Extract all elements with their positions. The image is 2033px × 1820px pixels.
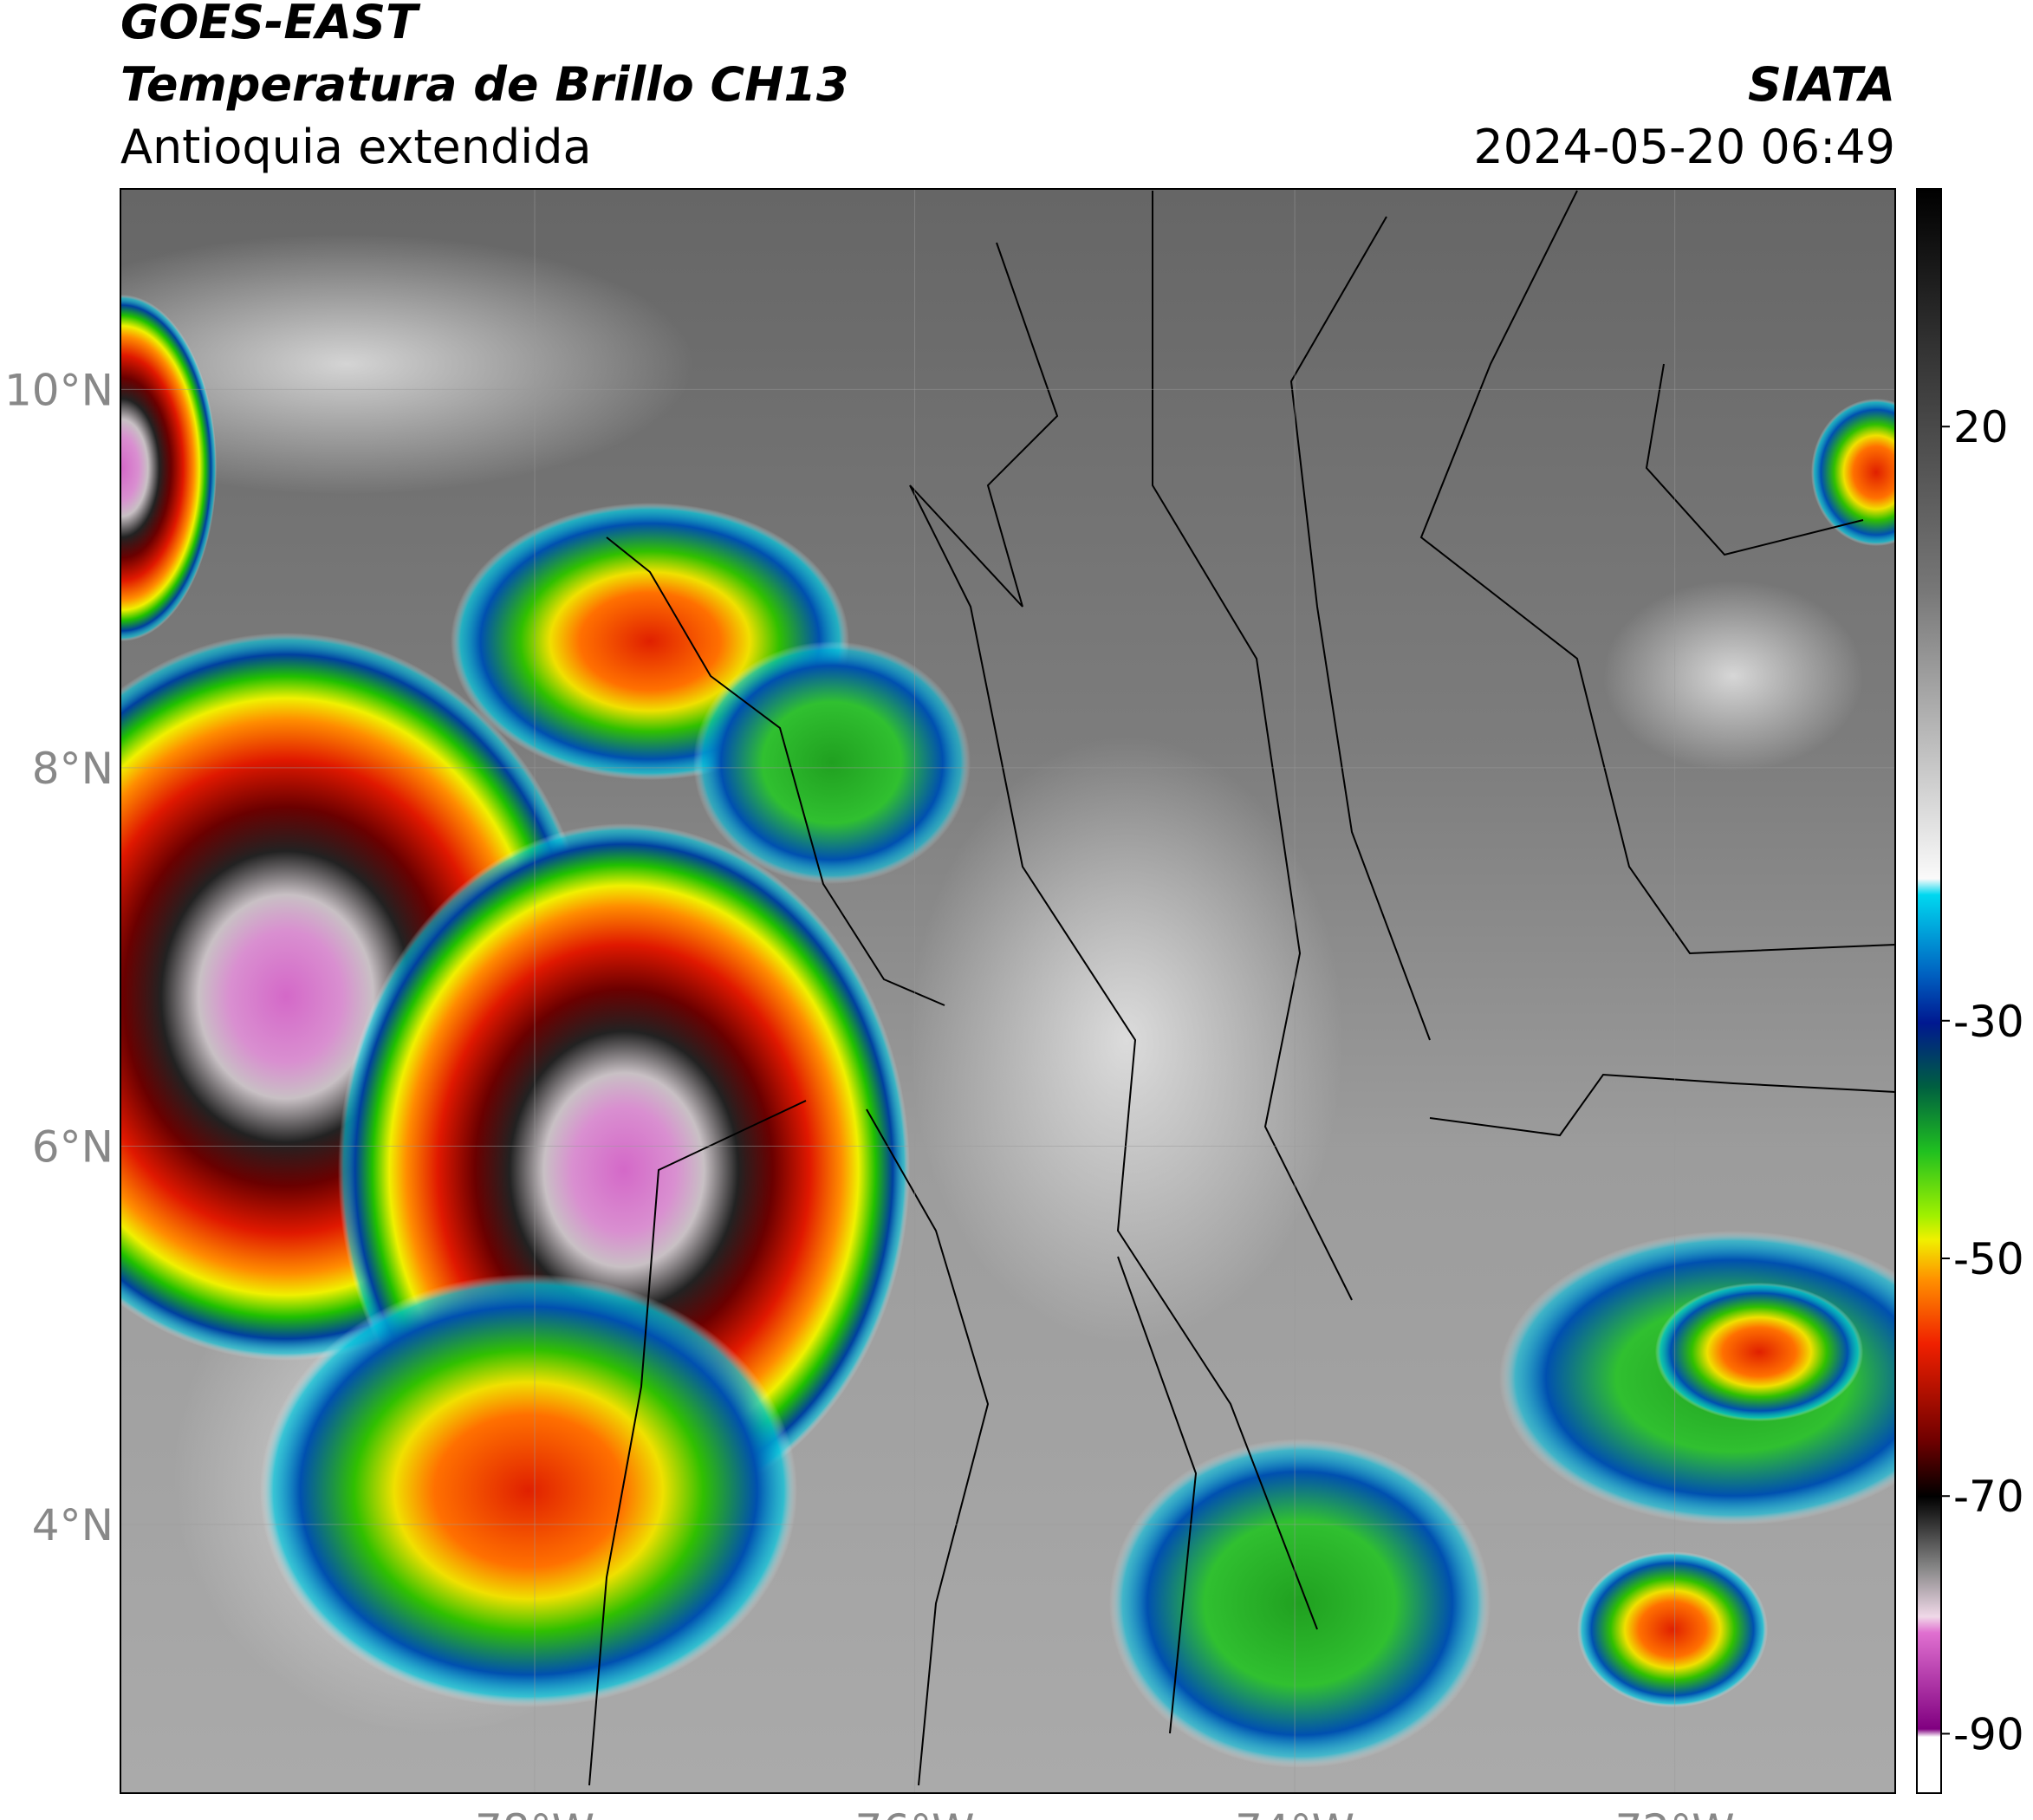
storm xyxy=(1109,1439,1491,1768)
agency: SIATA xyxy=(1748,57,1895,112)
region-title: Antioquia extendida xyxy=(120,120,592,174)
gridlines xyxy=(120,189,1895,1793)
storm xyxy=(693,641,971,884)
colorbar-tick-label: -30 xyxy=(1953,997,2024,1047)
borders xyxy=(588,190,1895,1786)
datetime: 2024-05-20 06:49 xyxy=(1473,120,1895,174)
colorbar xyxy=(1916,188,1942,1794)
cloud xyxy=(120,234,693,494)
lat-tick-label: 6°N xyxy=(32,1121,114,1172)
lat-tick-label: 8°N xyxy=(32,744,114,794)
storm xyxy=(1655,1283,1863,1421)
lon-tick-label: 74°W xyxy=(1235,1805,1354,1820)
storm xyxy=(260,1274,797,1707)
colorbar-tick-label: 20 xyxy=(1953,402,2009,452)
lon-tick-label: 72°W xyxy=(1615,1805,1735,1820)
storm xyxy=(1577,1551,1768,1707)
product-title: Temperatura de Brillo CH13 xyxy=(120,57,849,112)
cloud xyxy=(910,737,1343,1343)
lat-tick-label: 4°N xyxy=(32,1500,114,1550)
cloud xyxy=(1603,581,1863,771)
satellite-title: GOES-EAST xyxy=(120,0,421,49)
lat-tick-label: 10°N xyxy=(4,365,114,415)
colorbar-tick-label: -50 xyxy=(1953,1234,2024,1284)
map-frame xyxy=(120,188,1896,1794)
colorbar-tick-label: -70 xyxy=(1953,1472,2024,1522)
map-image xyxy=(120,189,1895,1793)
lon-tick-label: 78°W xyxy=(475,1805,594,1820)
storm xyxy=(1811,399,1895,546)
colorbar-tick-label: -90 xyxy=(1953,1709,2024,1759)
lon-tick-label: 76°W xyxy=(855,1805,975,1820)
storm xyxy=(120,295,217,641)
